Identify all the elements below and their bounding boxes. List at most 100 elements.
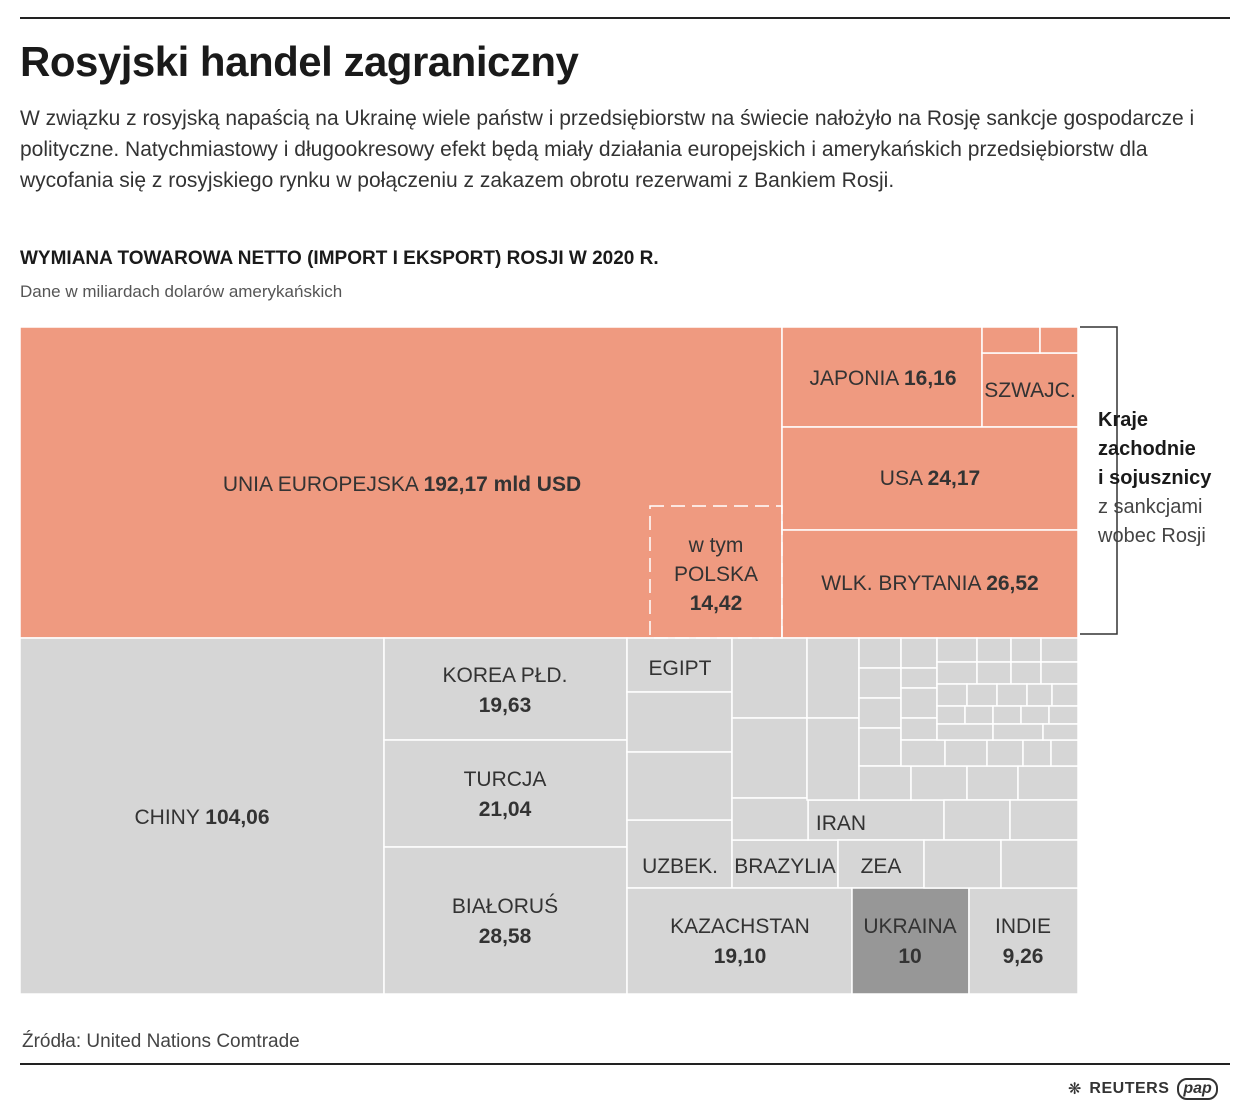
tile-cn	[19, 637, 385, 995]
tile-small-1	[1039, 326, 1079, 354]
label-ua-name: UKRAINA	[863, 915, 956, 938]
label-pl-value: 14,42	[690, 592, 743, 615]
pap-logo: pap	[1177, 1078, 1218, 1100]
tile-small-32	[1040, 661, 1079, 685]
tile-small-43	[900, 739, 946, 767]
bracket-label-bold-1: Kraje	[1098, 409, 1149, 431]
tile-small-6	[731, 797, 809, 841]
bottom-rule	[20, 1063, 1230, 1065]
label-by-value: 28,58	[479, 925, 532, 948]
tile-small-8	[806, 717, 860, 801]
tile-small-26	[976, 637, 1012, 663]
bracket-label-normal-2: wobec Rosji	[1098, 525, 1206, 547]
label-kz-name: KAZACHSTAN	[670, 915, 810, 938]
tile-by	[383, 846, 628, 995]
tile-small-22	[1009, 799, 1079, 841]
bracket-label-bold-3: i sojusznicy	[1098, 467, 1212, 489]
treemap-cells	[19, 326, 1079, 995]
tile-small-9	[858, 637, 902, 669]
tile-small-28	[1040, 637, 1079, 663]
page-title: Rosyjski handel zagraniczny	[20, 38, 579, 85]
label-ua-value: 10	[898, 945, 921, 968]
label-gb: WLK. BRYTANIA 26,52	[821, 572, 1039, 595]
tile-small-35	[996, 683, 1028, 707]
tile-jp	[781, 326, 983, 428]
label-by-name: BIAŁORUŚ	[452, 894, 558, 918]
tile-small-42	[1048, 705, 1079, 725]
label-ch: SZWAJC.	[984, 379, 1075, 402]
tile-small-46	[1022, 739, 1052, 767]
tile-small-41	[1020, 705, 1050, 725]
tile-ae	[837, 839, 925, 889]
tile-small-48	[936, 723, 994, 741]
tile-small-40	[992, 705, 1022, 725]
label-tr-value: 21,04	[479, 798, 532, 821]
tile-tr	[383, 739, 628, 848]
tile-pl	[649, 505, 783, 639]
tile-small-14	[900, 667, 938, 689]
label-kz-value: 19,10	[714, 945, 767, 968]
tile-small-11	[858, 697, 902, 729]
label-ir: IRAN	[816, 812, 866, 835]
chart-subtitle: WYMIANA TOWAROWA NETTO (IMPORT I EKSPORT…	[20, 248, 659, 269]
tile-small-44	[944, 739, 988, 767]
label-ue: UNIA EUROPEJSKA 192,17 mld USD	[223, 473, 581, 496]
reuters-logo: REUTERS	[1089, 1080, 1170, 1097]
tile-small-7	[806, 637, 860, 719]
treemap-labels: UNIA EUROPEJSKA 192,17 mld USD JAPONIA 16…	[134, 367, 1075, 968]
label-ae: ZEA	[861, 855, 902, 878]
tile-small-4	[731, 637, 808, 719]
tile-small-10	[858, 667, 902, 699]
tile-small-27	[1010, 637, 1042, 663]
tile-small-21	[943, 799, 1011, 841]
tile-small-33	[936, 683, 968, 707]
tile-small-39	[964, 705, 994, 725]
label-eg: EGIPT	[648, 657, 711, 680]
tile-in	[968, 887, 1079, 995]
tile-gb	[781, 529, 1079, 639]
tile-small-12	[858, 727, 902, 767]
tile-small-30	[976, 661, 1012, 685]
tile-small-5	[731, 717, 808, 799]
tile-small-20	[1017, 765, 1079, 801]
tile-ue	[19, 326, 783, 639]
lead-paragraph: W związku z rosyjską napaścią na Ukrainę…	[20, 107, 1195, 192]
label-kr-name: KOREA PŁD.	[443, 664, 568, 687]
tile-small-3	[626, 751, 733, 821]
tile-kz	[626, 887, 853, 995]
tile-small-49	[992, 723, 1044, 741]
reuters-logo-icon: ❋	[1068, 1081, 1082, 1098]
tile-eg	[626, 637, 733, 693]
tile-small-25	[936, 637, 978, 663]
tile-small-15	[900, 687, 938, 719]
tile-small-37	[1051, 683, 1079, 707]
tile-small-36	[1026, 683, 1053, 707]
tile-small-24	[1000, 839, 1079, 889]
bracket-label: Kraje zachodnie i sojusznicy z sankcjami…	[1098, 406, 1211, 551]
tile-kr	[383, 637, 628, 741]
tile-small-2	[626, 691, 733, 753]
sanction-bracket	[1080, 326, 1118, 635]
label-pl-line2: POLSKA	[674, 563, 758, 586]
chart-unit-note: Dane w miliardach dolarów amerykańskich	[20, 282, 343, 301]
label-in-name: INDIE	[995, 915, 1051, 938]
tile-ua	[851, 887, 970, 995]
tile-small-17	[858, 765, 912, 801]
tile-small-18	[910, 765, 968, 801]
tile-small-34	[966, 683, 998, 707]
label-kr-value: 19,63	[479, 694, 532, 717]
tile-small-13	[900, 637, 938, 669]
tile-small-23	[923, 839, 1002, 889]
tile-small-16	[900, 717, 938, 741]
logos: ❋ REUTERS pap	[1068, 1074, 1218, 1104]
bracket-label-bold-2: zachodnie	[1098, 438, 1196, 460]
bracket-label-normal-1: z sankcjami	[1098, 496, 1203, 518]
tile-small-38	[936, 705, 966, 725]
top-rule	[20, 17, 1230, 19]
source-note: Źródła: United Nations Comtrade	[22, 1031, 300, 1052]
label-br: BRAZYLIA	[734, 855, 836, 878]
tile-small-31	[1010, 661, 1042, 685]
tile-small-47	[1050, 739, 1079, 767]
label-pl-line1: w tym	[688, 534, 744, 557]
